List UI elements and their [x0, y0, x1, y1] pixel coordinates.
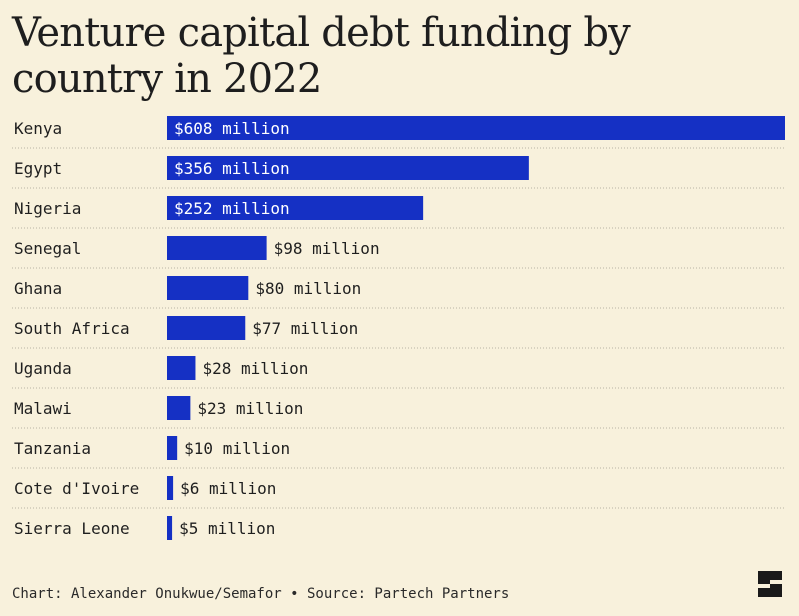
value-label: $356 million [174, 159, 290, 178]
category-label: Egypt [14, 159, 62, 178]
bar [167, 316, 246, 340]
bar [167, 396, 191, 420]
value-label: $10 million [184, 439, 290, 458]
bar [167, 476, 174, 500]
value-label: $98 million [274, 239, 380, 258]
value-label: $608 million [174, 119, 290, 138]
category-label: Senegal [14, 239, 81, 258]
category-label: Kenya [14, 119, 62, 138]
bar [167, 276, 249, 300]
category-label: Nigeria [14, 199, 81, 218]
value-label: $77 million [252, 319, 358, 338]
value-label: $252 million [174, 199, 290, 218]
category-label: Ghana [14, 279, 62, 298]
bar-chart: Kenya $608 million Egypt $356 million Nigeri… [12, 116, 785, 540]
bar [167, 116, 785, 140]
category-label: South Africa [14, 319, 130, 338]
bar [167, 436, 178, 460]
value-label: $28 million [202, 359, 308, 378]
value-label: $80 million [255, 279, 361, 298]
category-label: Tanzania [14, 439, 91, 458]
bar [167, 196, 424, 220]
category-label: Sierra Leone [14, 519, 130, 538]
category-label: Cote d'Ivoire [14, 479, 139, 498]
bar [167, 236, 267, 260]
value-label: $23 million [197, 399, 303, 418]
value-label: $6 million [180, 479, 276, 498]
bar [167, 516, 173, 540]
category-label: Malawi [14, 399, 72, 418]
chart-credit-footer: Chart: Alexander Onukwue/Semafor • Sourc… [12, 586, 510, 602]
category-label: Uganda [14, 359, 72, 378]
chart-title: Venture capital debt funding by country … [12, 10, 631, 102]
bar [167, 356, 196, 380]
value-label: $5 million [179, 519, 275, 538]
bar [167, 156, 529, 180]
semafor-logo-icon [758, 571, 782, 597]
